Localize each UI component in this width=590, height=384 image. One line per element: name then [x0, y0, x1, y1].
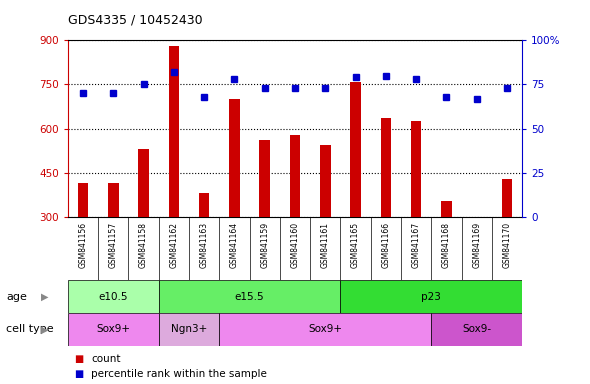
- Bar: [502, 179, 512, 217]
- Text: GSM841156: GSM841156: [78, 222, 87, 268]
- Bar: [68, 280, 159, 313]
- Bar: [411, 121, 421, 217]
- Text: ▶: ▶: [41, 291, 48, 302]
- Text: e10.5: e10.5: [99, 291, 128, 302]
- Bar: [138, 149, 149, 217]
- Bar: [229, 99, 240, 217]
- Text: GSM841159: GSM841159: [260, 222, 269, 268]
- Bar: [108, 183, 119, 217]
- Bar: [219, 313, 431, 346]
- Text: percentile rank within the sample: percentile rank within the sample: [91, 369, 267, 379]
- Bar: [260, 141, 270, 217]
- Bar: [68, 313, 159, 346]
- Bar: [159, 313, 219, 346]
- Bar: [441, 201, 452, 217]
- Text: age: age: [6, 291, 27, 302]
- Text: GSM841164: GSM841164: [230, 222, 239, 268]
- Text: cell type: cell type: [6, 324, 54, 334]
- Text: GSM841165: GSM841165: [351, 222, 360, 268]
- Text: GSM841160: GSM841160: [290, 222, 300, 268]
- Text: GSM841169: GSM841169: [472, 222, 481, 268]
- Bar: [320, 145, 330, 217]
- Text: GSM841163: GSM841163: [199, 222, 209, 268]
- Text: e15.5: e15.5: [235, 291, 264, 302]
- Text: count: count: [91, 354, 121, 364]
- Text: p23: p23: [421, 291, 441, 302]
- Text: GSM841168: GSM841168: [442, 222, 451, 268]
- Bar: [350, 81, 361, 217]
- Text: Sox9-: Sox9-: [462, 324, 491, 334]
- Text: Ngn3+: Ngn3+: [171, 324, 207, 334]
- Bar: [340, 280, 522, 313]
- Bar: [78, 183, 88, 217]
- Text: GSM841157: GSM841157: [109, 222, 118, 268]
- Text: ■: ■: [74, 354, 83, 364]
- Text: GSM841161: GSM841161: [321, 222, 330, 268]
- Text: GSM841158: GSM841158: [139, 222, 148, 268]
- Bar: [431, 313, 522, 346]
- Text: GDS4335 / 10452430: GDS4335 / 10452430: [68, 14, 202, 27]
- Text: GSM841166: GSM841166: [381, 222, 391, 268]
- Text: Sox9+: Sox9+: [96, 324, 130, 334]
- Bar: [199, 194, 209, 217]
- Bar: [381, 118, 391, 217]
- Text: ■: ■: [74, 369, 83, 379]
- Text: GSM841170: GSM841170: [503, 222, 512, 268]
- Text: GSM841162: GSM841162: [169, 222, 178, 268]
- Bar: [290, 134, 300, 217]
- Text: Sox9+: Sox9+: [309, 324, 342, 334]
- Bar: [159, 280, 340, 313]
- Bar: [169, 46, 179, 217]
- Text: ▶: ▶: [41, 324, 48, 334]
- Text: GSM841167: GSM841167: [412, 222, 421, 268]
